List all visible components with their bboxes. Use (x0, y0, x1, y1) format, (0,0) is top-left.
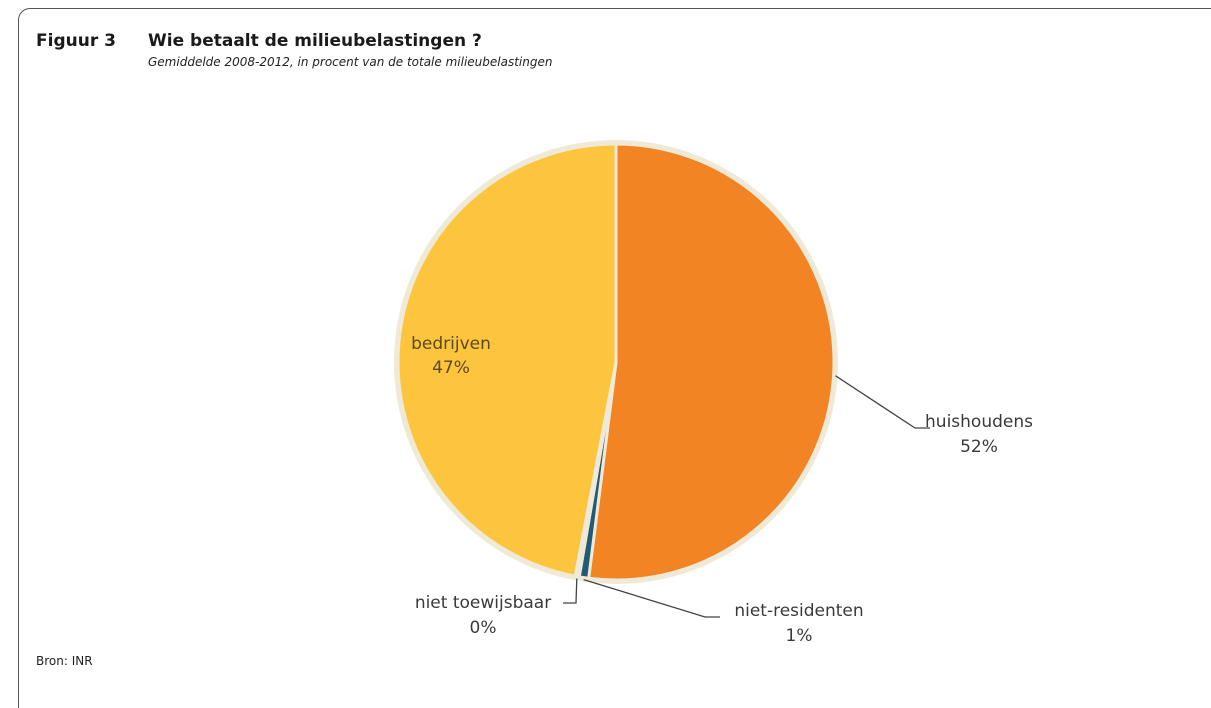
slice-label-huishoudens-value: 52% (960, 437, 998, 457)
leader-line-niet-residenten (583, 578, 720, 618)
slice-label-bedrijven-name: bedrijven (411, 334, 491, 354)
source-note: Bron: INR (36, 654, 93, 668)
figure-number: Figuur 3 (36, 31, 116, 51)
slice-label-niet-residenten-value: 1% (786, 626, 813, 646)
slice-label-bedrijven-value: 47% (432, 358, 470, 378)
figure-subtitle: Gemiddelde 2008-2012, in procent van de … (148, 55, 553, 69)
pie-slice-bedrijven (396, 142, 618, 578)
slice-label-niet-toewijsbaar-name: niet toewijsbaar (415, 593, 551, 613)
figure-title: Wie betaalt de milieubelastingen ? (148, 31, 482, 51)
leader-line-niet-toewijsbaar (563, 578, 578, 604)
slice-label-niet-residenten-name: niet-residenten (734, 601, 863, 621)
pie-slice-huishoudens (587, 142, 836, 582)
pie-chart: huishoudens 52% niet-residenten 1% niet toew… (394, 140, 1033, 646)
leader-lines (563, 375, 930, 618)
slice-label-huishoudens-name: huishoudens (925, 412, 1033, 432)
slice-label-niet-toewijsbaar-value: 0% (470, 618, 497, 638)
figure-frame (18, 8, 1211, 708)
leader-line-huishoudens (835, 375, 930, 429)
pie-slices (396, 142, 836, 582)
slice-labels: huishoudens 52% niet-residenten 1% niet toew… (411, 334, 1033, 646)
